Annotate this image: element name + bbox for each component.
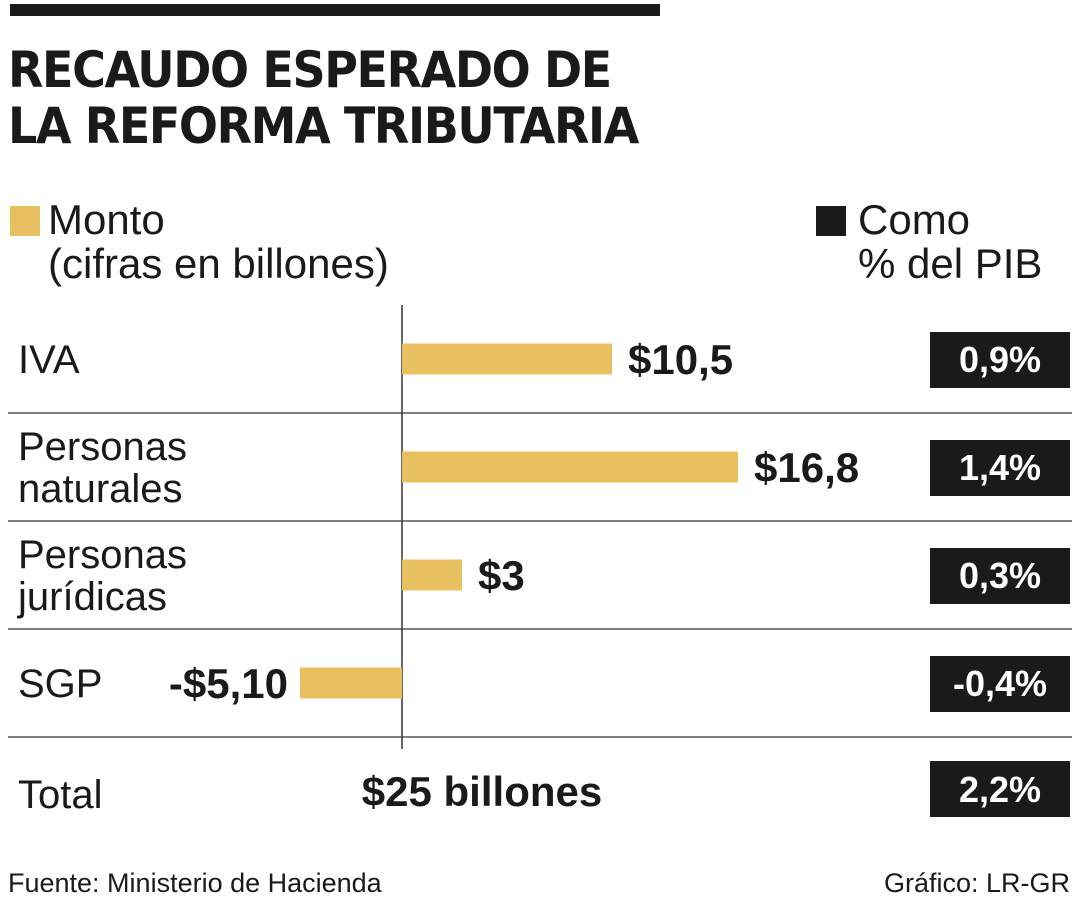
value-label: $10,5 [628, 336, 733, 383]
legend-pib-text: Como % del PIB [858, 198, 1042, 286]
value-label: $3 [478, 552, 525, 599]
legend-monto-swatch [10, 206, 40, 236]
total-row: Total $25 billones 2,2% [18, 761, 1070, 817]
category-label: Personas [18, 425, 187, 469]
legend-monto-text: Monto (cifras en billones) [48, 198, 389, 286]
total-pct-box [930, 761, 1070, 817]
pct-box [930, 548, 1070, 604]
pct-label: 0,3% [959, 555, 1041, 596]
legend-monto-label: Monto [48, 196, 165, 243]
category-label: jurídicas [17, 575, 167, 619]
title-line-1: RECAUDO ESPERADO DE [8, 41, 612, 99]
bar [402, 451, 738, 483]
total-value: $25 billones [362, 768, 602, 815]
total-pct-label: 2,2% [959, 769, 1041, 810]
pct-box [930, 440, 1070, 496]
pct-box [930, 332, 1070, 388]
total-label: Total [18, 773, 103, 817]
source-note: Fuente: Ministerio de Hacienda [8, 868, 382, 898]
category-label: SGP [18, 662, 102, 706]
top-rule [10, 4, 660, 16]
pct-label: -0,4% [953, 663, 1047, 704]
chart-title: RECAUDO ESPERADO DE LA REFORMA TRIBUTARI… [8, 42, 670, 154]
value-label: -$5,10 [169, 660, 288, 707]
legend-pib-label: Como [858, 196, 971, 243]
category-label: Personas [18, 533, 187, 577]
category-label: naturales [18, 467, 183, 511]
legend-monto-sublabel: (cifras en billones) [48, 240, 389, 287]
value-label: $16,8 [754, 444, 859, 491]
bar [402, 343, 612, 375]
legend-pib-sublabel: % del PIB [858, 240, 1043, 287]
bar [300, 667, 402, 699]
title-line-2: LA REFORMA TRIBUTARIA [8, 97, 639, 155]
category-label: IVA [18, 338, 80, 382]
credit-note: Gráfico: LR-GR [883, 868, 1070, 898]
pct-label: 0,9% [959, 339, 1041, 380]
pct-label: 1,4% [959, 447, 1041, 488]
legend-pib-swatch [816, 206, 846, 236]
pct-box [930, 656, 1070, 712]
bar [402, 559, 462, 591]
